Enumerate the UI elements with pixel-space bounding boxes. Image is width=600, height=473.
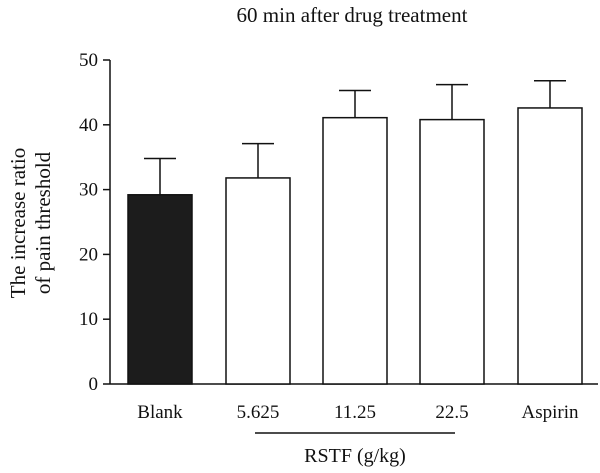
x-category-label-3: 22.5	[435, 402, 468, 423]
bar-0	[127, 194, 193, 385]
y-axis-label-line-2: of pain threshold	[31, 151, 55, 294]
x-category-label-2: 11.25	[334, 402, 376, 423]
y-tick-label-5: 50	[79, 50, 98, 71]
bars	[127, 107, 583, 385]
bar-4	[517, 107, 583, 385]
x-category-label-1: 5.625	[237, 402, 280, 423]
error-bars	[144, 79, 566, 195]
y-axis-label-line-1: The increase ratio	[6, 148, 30, 298]
x-category-labels: Blank 5.625 11.25 22.5 Aspirin	[137, 402, 579, 423]
bar-3	[419, 118, 485, 385]
bar-1	[225, 177, 291, 385]
x-category-label-4: Aspirin	[522, 402, 580, 423]
y-tick-label-3: 30	[79, 180, 98, 201]
x-category-label-0: Blank	[137, 402, 183, 423]
bar-2	[322, 116, 388, 385]
chart-title: 60 min after drug treatment	[237, 3, 468, 27]
y-ticks: 0 10 20 30 40 50	[79, 50, 110, 395]
y-tick-label-1: 10	[79, 309, 98, 330]
y-tick-label-2: 20	[79, 244, 98, 265]
y-tick-label-0: 0	[89, 374, 99, 395]
group-bracket-label: RSTF (g/kg)	[304, 445, 406, 467]
y-tick-label-4: 40	[79, 115, 98, 136]
